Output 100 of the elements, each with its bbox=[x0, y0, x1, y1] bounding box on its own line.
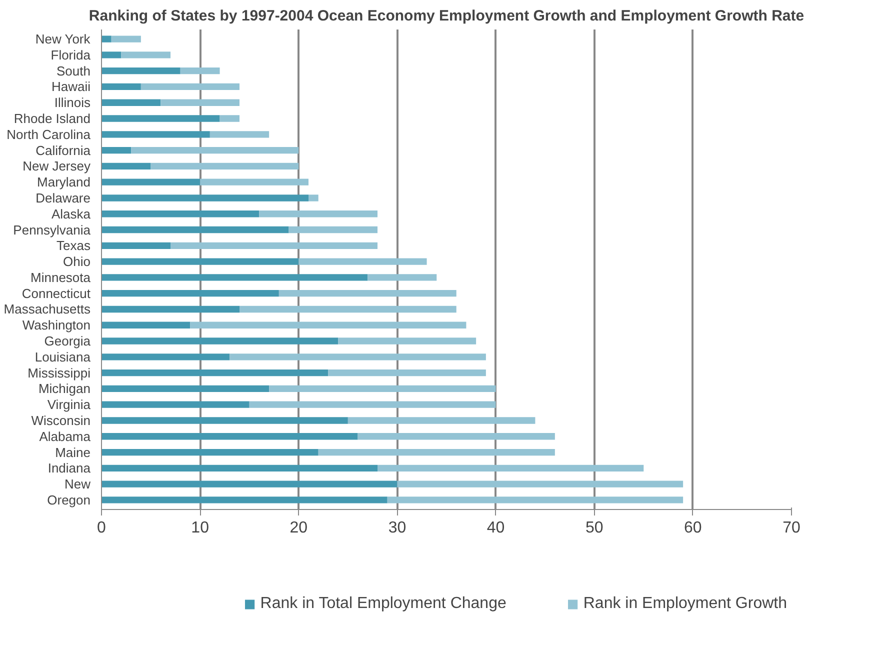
bar bbox=[102, 52, 122, 58]
legend-label: Rank in Employment Growth bbox=[583, 595, 787, 613]
bar bbox=[170, 242, 378, 249]
bar bbox=[220, 115, 240, 122]
bar bbox=[131, 146, 299, 154]
chart-title: Ranking of States by 1997-2004 Ocean Economy Employment Growth and Employment Growth Rate bbox=[88, 8, 804, 24]
y-tick-label: Virginia bbox=[47, 397, 92, 412]
bar bbox=[378, 464, 644, 472]
y-tick-label: Maine bbox=[55, 444, 91, 460]
y-tick-label: Hawaii bbox=[51, 79, 91, 94]
bar bbox=[102, 496, 388, 504]
bar bbox=[121, 52, 170, 58]
legend-label: Rank in Total Employment Change bbox=[260, 595, 506, 613]
bar bbox=[288, 226, 378, 234]
y-tick-label: Ohio bbox=[63, 254, 91, 270]
bar bbox=[102, 417, 348, 424]
x-tick-label: 40 bbox=[486, 520, 505, 536]
y-tick-label: California bbox=[36, 142, 92, 158]
y-tick-label: Wisconsin bbox=[31, 412, 91, 428]
bar bbox=[180, 67, 220, 74]
bar bbox=[102, 338, 338, 344]
y-tick-label: Georgia bbox=[44, 334, 92, 349]
bar bbox=[308, 194, 318, 202]
bar bbox=[102, 401, 250, 408]
bar bbox=[102, 178, 200, 186]
bar bbox=[102, 433, 358, 440]
y-tick-label: Pennsylvania bbox=[13, 222, 92, 238]
y-tick-label: Delaware bbox=[36, 190, 91, 206]
y-tick-label: North Carolina bbox=[6, 126, 92, 142]
y-tick-label: Louisiana bbox=[34, 349, 92, 364]
y-tick-label: Maryland bbox=[37, 174, 90, 190]
y-tick-label: Alabama bbox=[39, 428, 92, 444]
bar bbox=[240, 306, 456, 313]
bar bbox=[298, 258, 427, 265]
y-tick-label: Connecticut bbox=[22, 286, 91, 301]
bar bbox=[102, 194, 308, 202]
bar bbox=[102, 146, 132, 154]
y-tick-label: Massachusetts bbox=[4, 302, 91, 317]
bar bbox=[338, 338, 476, 344]
y-tick-label: Rhode Island bbox=[14, 111, 91, 126]
bar bbox=[102, 83, 141, 90]
bar bbox=[102, 306, 240, 313]
x-tick-label: 20 bbox=[290, 520, 308, 536]
y-tick-label: New York bbox=[35, 32, 91, 47]
bar bbox=[397, 480, 684, 488]
bar bbox=[102, 99, 161, 106]
y-tick-label: New Jersey bbox=[22, 158, 91, 174]
bar bbox=[102, 258, 299, 265]
bar bbox=[358, 433, 555, 440]
y-tick-label: Florida bbox=[50, 47, 92, 62]
bar bbox=[190, 322, 466, 328]
x-tick-label: 0 bbox=[97, 520, 106, 536]
bar bbox=[160, 99, 240, 106]
y-tick-label: Mississippi bbox=[28, 365, 91, 380]
y-tick-label: Minnesota bbox=[30, 270, 92, 285]
bar bbox=[259, 210, 378, 218]
bar bbox=[387, 496, 684, 504]
y-tick-label: Alaska bbox=[51, 206, 92, 222]
bar bbox=[318, 448, 555, 456]
y-tick-label: Oregon bbox=[47, 492, 91, 508]
bar bbox=[249, 401, 496, 408]
bar bbox=[102, 448, 318, 456]
x-tick-label: 70 bbox=[782, 520, 800, 536]
bar bbox=[230, 354, 486, 360]
bar bbox=[111, 36, 141, 42]
bar bbox=[328, 369, 486, 376]
y-tick-label: Illinois bbox=[54, 95, 91, 110]
x-tick-label: 60 bbox=[684, 520, 702, 536]
bar bbox=[210, 131, 270, 138]
y-tick-label: Indiana bbox=[48, 460, 92, 476]
bar bbox=[102, 242, 170, 249]
bar bbox=[102, 369, 328, 376]
x-tick-label: 10 bbox=[191, 520, 210, 536]
bar bbox=[102, 36, 112, 42]
bar bbox=[278, 290, 456, 297]
bar bbox=[102, 290, 279, 297]
bar bbox=[102, 480, 398, 488]
x-tick-label: 50 bbox=[585, 520, 604, 536]
y-tick-label: New bbox=[64, 476, 92, 492]
bar bbox=[102, 67, 180, 74]
bar bbox=[368, 274, 437, 281]
y-tick-label: South bbox=[56, 63, 91, 78]
bar bbox=[102, 322, 190, 328]
bar bbox=[102, 274, 368, 281]
x-tick-label: 30 bbox=[388, 520, 406, 536]
bar bbox=[102, 162, 151, 170]
bar bbox=[200, 178, 308, 186]
bar bbox=[102, 464, 378, 472]
y-tick-label: Michigan bbox=[38, 381, 91, 396]
bar bbox=[102, 226, 289, 234]
y-tick-label: Washington bbox=[22, 318, 91, 333]
y-tick-label: Texas bbox=[56, 238, 91, 254]
bar bbox=[102, 354, 230, 360]
bar bbox=[348, 417, 536, 424]
bar bbox=[102, 210, 260, 218]
bar bbox=[102, 131, 210, 138]
bar bbox=[102, 385, 270, 392]
bar bbox=[102, 115, 220, 122]
bar bbox=[269, 385, 496, 392]
bar bbox=[140, 83, 240, 90]
